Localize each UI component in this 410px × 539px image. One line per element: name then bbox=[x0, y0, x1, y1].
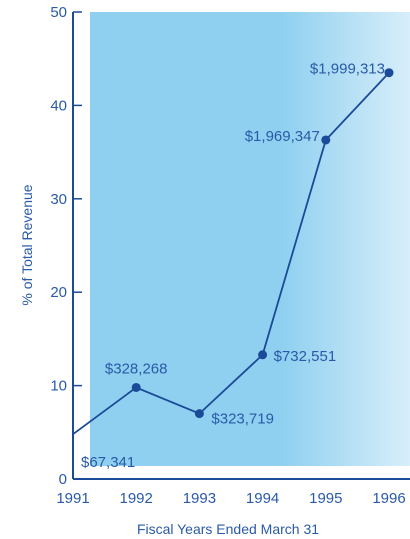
series-line bbox=[72, 72, 390, 435]
y-tick-label: 40 bbox=[50, 97, 67, 114]
data-point bbox=[321, 135, 331, 145]
data-label: $1,969,347 bbox=[245, 128, 320, 145]
data-label: $328,268 bbox=[105, 360, 168, 377]
x-tick-label: 1993 bbox=[183, 490, 216, 507]
x-tick-label: 1991 bbox=[56, 490, 89, 507]
data-label: $323,719 bbox=[211, 411, 274, 428]
y-tick-label: 0 bbox=[59, 471, 67, 488]
data-label: $732,551 bbox=[274, 348, 337, 365]
y-tick-label: 20 bbox=[50, 284, 67, 301]
axes: 0 10 20 30 40 50 1991 1992 1993 1994 1995 1996 bbox=[50, 4, 410, 507]
y-axis-title: % of Total Revenue bbox=[19, 184, 35, 305]
x-axis-title: Fiscal Years Ended March 31 bbox=[137, 521, 319, 537]
data-point bbox=[258, 350, 268, 360]
y-tick-label: 30 bbox=[50, 191, 67, 208]
data-label: $67,341 bbox=[81, 454, 135, 471]
x-tick-label: 1996 bbox=[372, 490, 405, 507]
data-label: $1,999,313 bbox=[310, 61, 385, 78]
y-tick-label: 10 bbox=[50, 378, 67, 395]
series-layer bbox=[72, 68, 394, 435]
data-point bbox=[194, 409, 204, 419]
x-tick-label: 1995 bbox=[309, 490, 342, 507]
data-point bbox=[131, 382, 141, 392]
x-tick-label: 1994 bbox=[246, 490, 279, 507]
labels-layer: $67,341 $328,268 $323,719 $732,551 $1,969,34… bbox=[81, 61, 385, 471]
plot-area-background bbox=[90, 12, 410, 466]
y-tick-label: 50 bbox=[50, 4, 67, 21]
x-tick-label: 1992 bbox=[120, 490, 153, 507]
data-point bbox=[384, 68, 394, 78]
